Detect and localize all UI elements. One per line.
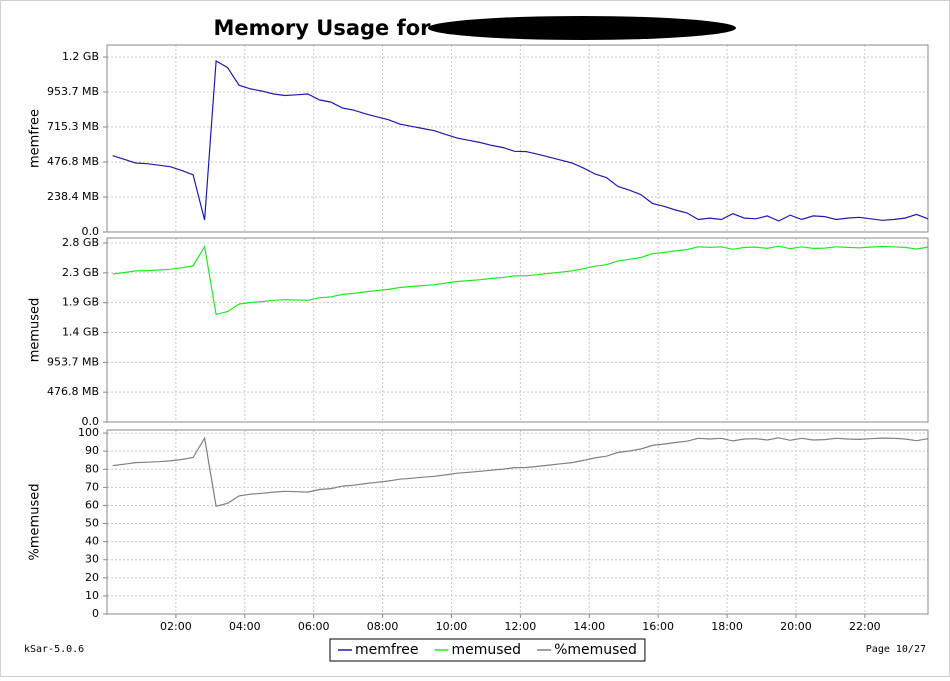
x-tick-label: 10:00 [436,620,468,633]
y-tick-label: 60 [85,498,99,511]
y-tick-label: 476.8 MB [47,385,99,398]
x-tick-label: 20:00 [780,620,812,633]
y-tick-label: 1.2 GB [62,50,99,63]
y-tick-label: 1.9 GB [62,296,99,309]
plot-area [107,430,928,614]
plot-border [106,429,929,615]
y-tick-label: 20 [85,571,99,584]
footer-left: kSar-5.0.6 [24,644,84,655]
y-tick-label: 90 [85,444,99,457]
y-tick-label: 1.4 GB [62,326,99,339]
legend-label: %memused [554,642,637,658]
y-tick-label: 100 [78,426,99,439]
x-tick-label: 16:00 [642,620,674,633]
legend-box [329,638,646,662]
y-tick-label: 40 [85,535,99,548]
y-tick-label: 0.0 [82,225,100,238]
y-tick-label: 80 [85,462,99,475]
data-line [112,244,929,316]
x-tick-label: 12:00 [505,620,537,633]
y-tick-label: 70 [85,480,99,493]
x-tick-label: 02:00 [160,620,192,633]
chart-title: Memory Usage for [213,16,431,40]
y-tick-label: 2.8 GB [62,236,99,249]
y-tick-label: 50 [85,517,99,530]
plot-area [107,238,928,422]
y-tick-label: 10 [85,589,99,602]
y-tick-label: 715.3 MB [47,120,99,133]
plot-border [106,44,929,233]
y-tick-label: 476.8 MB [47,155,99,168]
x-tick-label: 22:00 [849,620,881,633]
y-tick-label: 238.4 MB [47,190,99,203]
plot-border [106,237,929,423]
y-tick-label: 0.0 [82,415,100,428]
y-axis-label: memused [28,298,43,363]
y-tick-label: 0 [92,607,99,620]
x-tick-label: 18:00 [711,620,743,633]
footer-right: Page 10/27 [866,644,926,655]
y-tick-label: 953.7 MB [47,85,99,98]
legend-label: memused [452,642,522,658]
y-axis-label: memfree [28,109,43,168]
x-tick-label: 14:00 [573,620,605,633]
x-tick-label: 04:00 [229,620,261,633]
y-tick-label: 953.7 MB [47,355,99,368]
y-tick-label: 30 [85,553,99,566]
data-line [112,60,929,222]
legend-label: memfree [355,642,419,658]
plot-area [107,45,928,232]
x-tick-label: 06:00 [298,620,330,633]
redaction [428,16,736,40]
x-tick-label: 08:00 [367,620,399,633]
y-tick-label: 2.3 GB [62,266,99,279]
data-line [112,436,929,507]
y-axis-label: %memused [28,484,43,561]
